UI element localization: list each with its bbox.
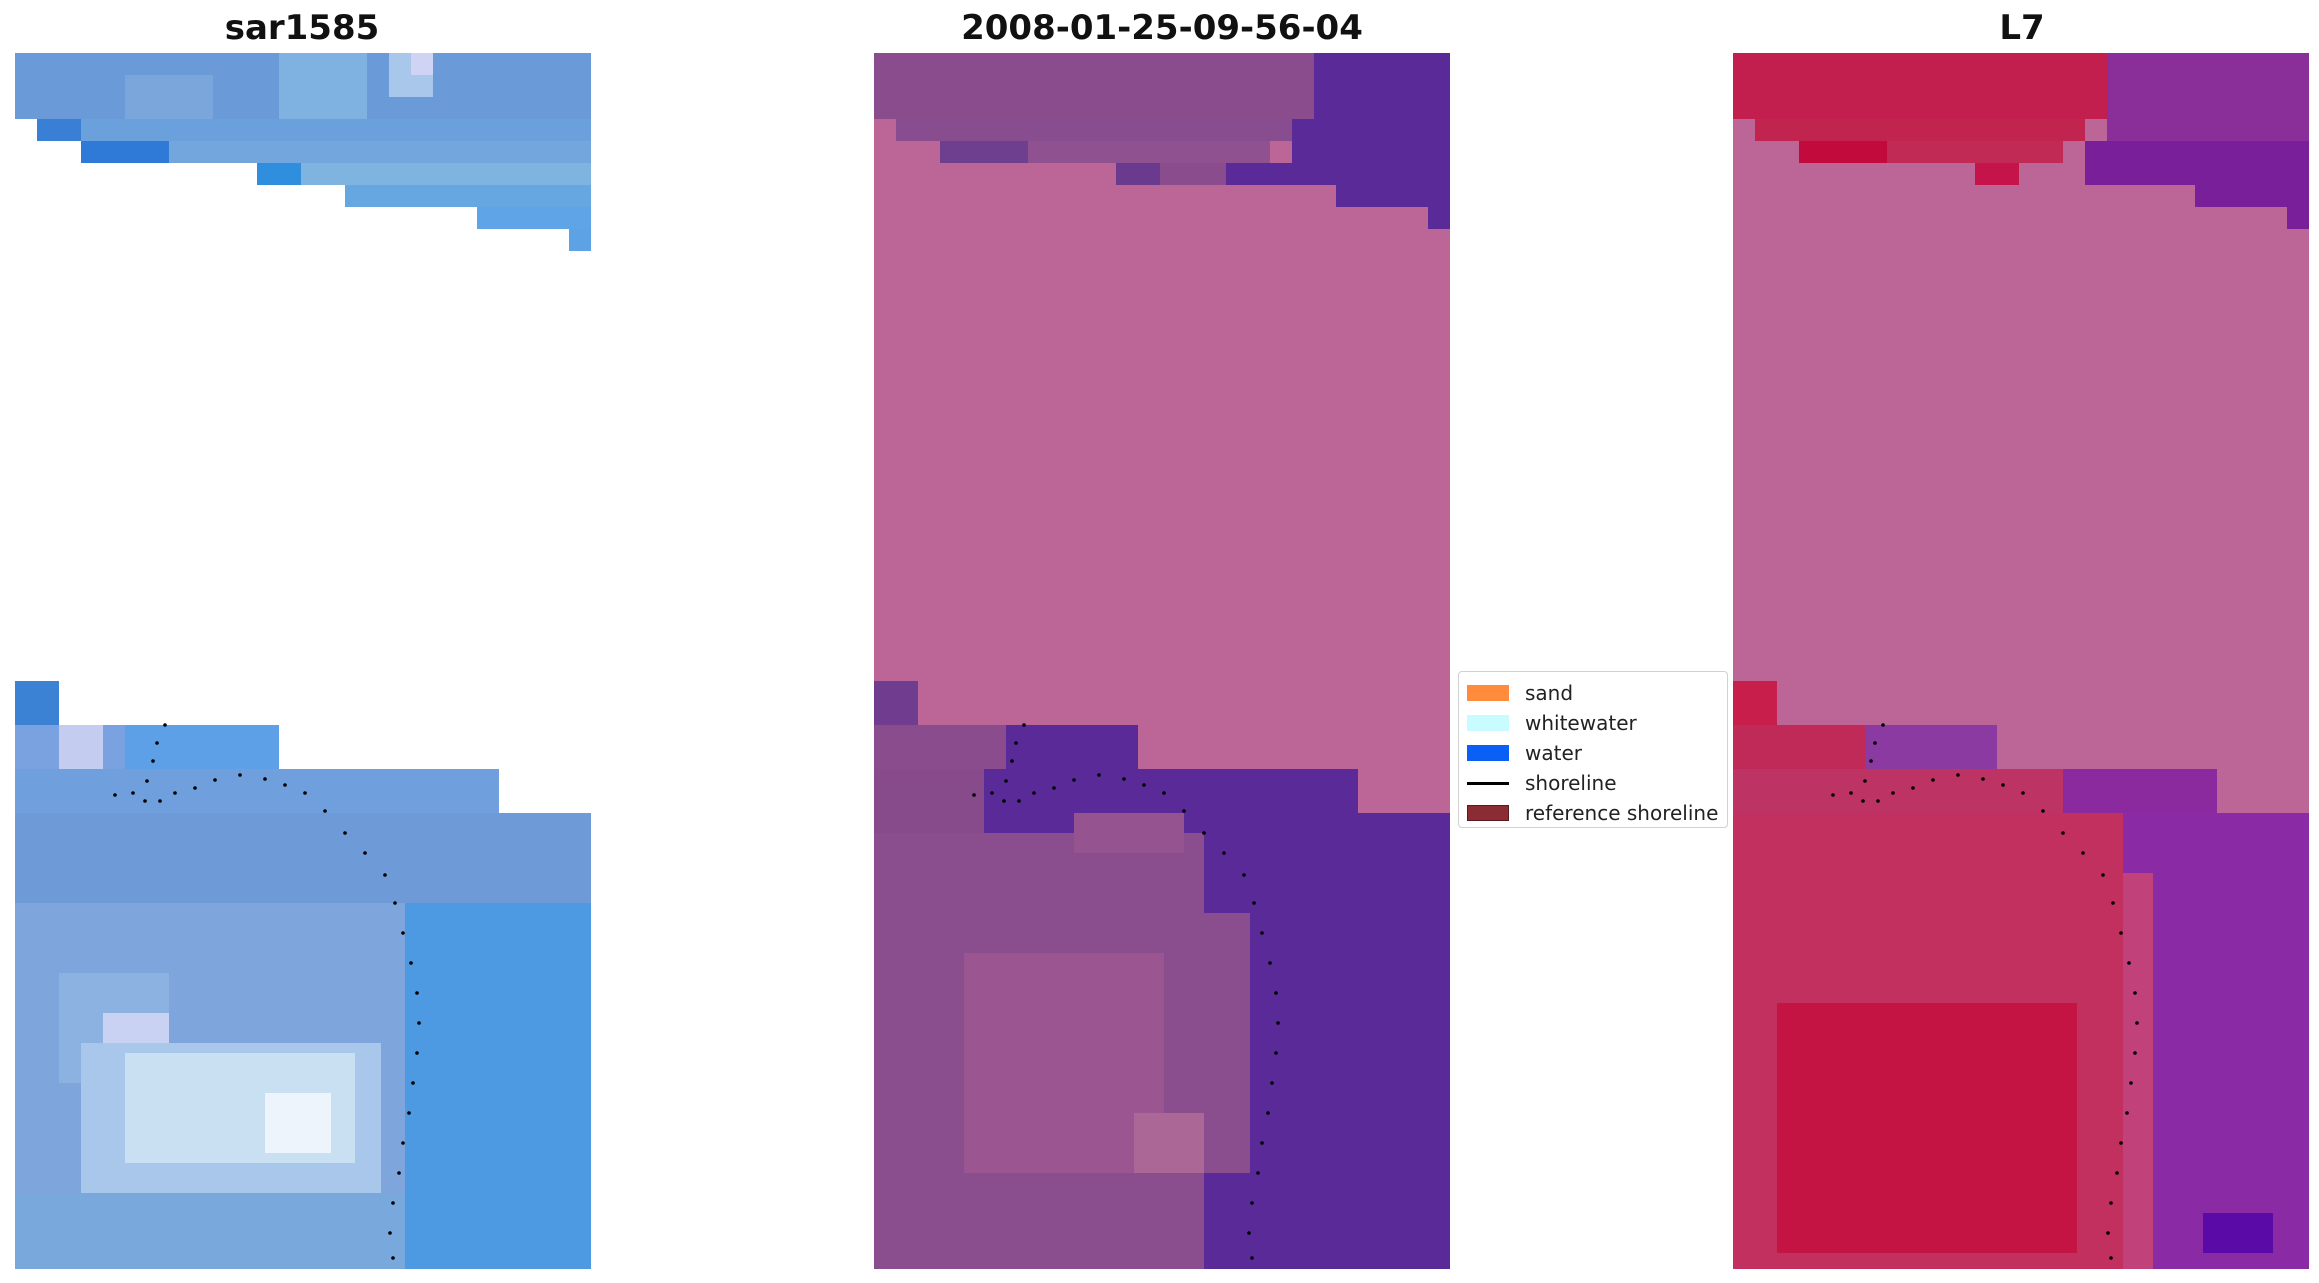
whitewater-swatch [1467, 715, 1509, 731]
rgb-image [15, 53, 591, 1269]
shoreline-dots [113, 723, 421, 1260]
sand-swatch [1467, 685, 1509, 701]
legend-item-sand: sand [1467, 680, 1573, 706]
legend: sand whitewater water shoreline referenc… [1458, 671, 1728, 828]
shoreline-dots [972, 723, 1280, 1260]
shoreline-line-icon [1467, 781, 1509, 785]
water-swatch [1467, 745, 1509, 761]
legend-label: sand [1525, 681, 1574, 705]
legend-item-reference-shoreline: reference shoreline [1467, 800, 1718, 826]
classified-image [874, 53, 1450, 1269]
legend-item-water: water [1467, 740, 1582, 766]
panel-title-l7: L7 [1999, 8, 2045, 48]
legend-item-whitewater: whitewater [1467, 710, 1637, 736]
panel-title-date: 2008-01-25-09-56-04 [961, 8, 1363, 48]
legend-label: reference shoreline [1525, 801, 1719, 825]
reference-shoreline-swatch [1467, 805, 1509, 821]
l7-image-panel [1733, 53, 2309, 1269]
legend-item-shoreline: shoreline [1467, 770, 1617, 796]
panel-title-sar1585: sar1585 [224, 8, 380, 48]
legend-label: water [1525, 741, 1582, 765]
classified-image-panel [874, 53, 1450, 1269]
l7-image [1733, 53, 2309, 1269]
legend-label: shoreline [1525, 771, 1617, 795]
shoreline-dots [1831, 723, 2139, 1260]
legend-label: whitewater [1525, 711, 1637, 735]
rgb-image-panel [15, 53, 591, 1269]
